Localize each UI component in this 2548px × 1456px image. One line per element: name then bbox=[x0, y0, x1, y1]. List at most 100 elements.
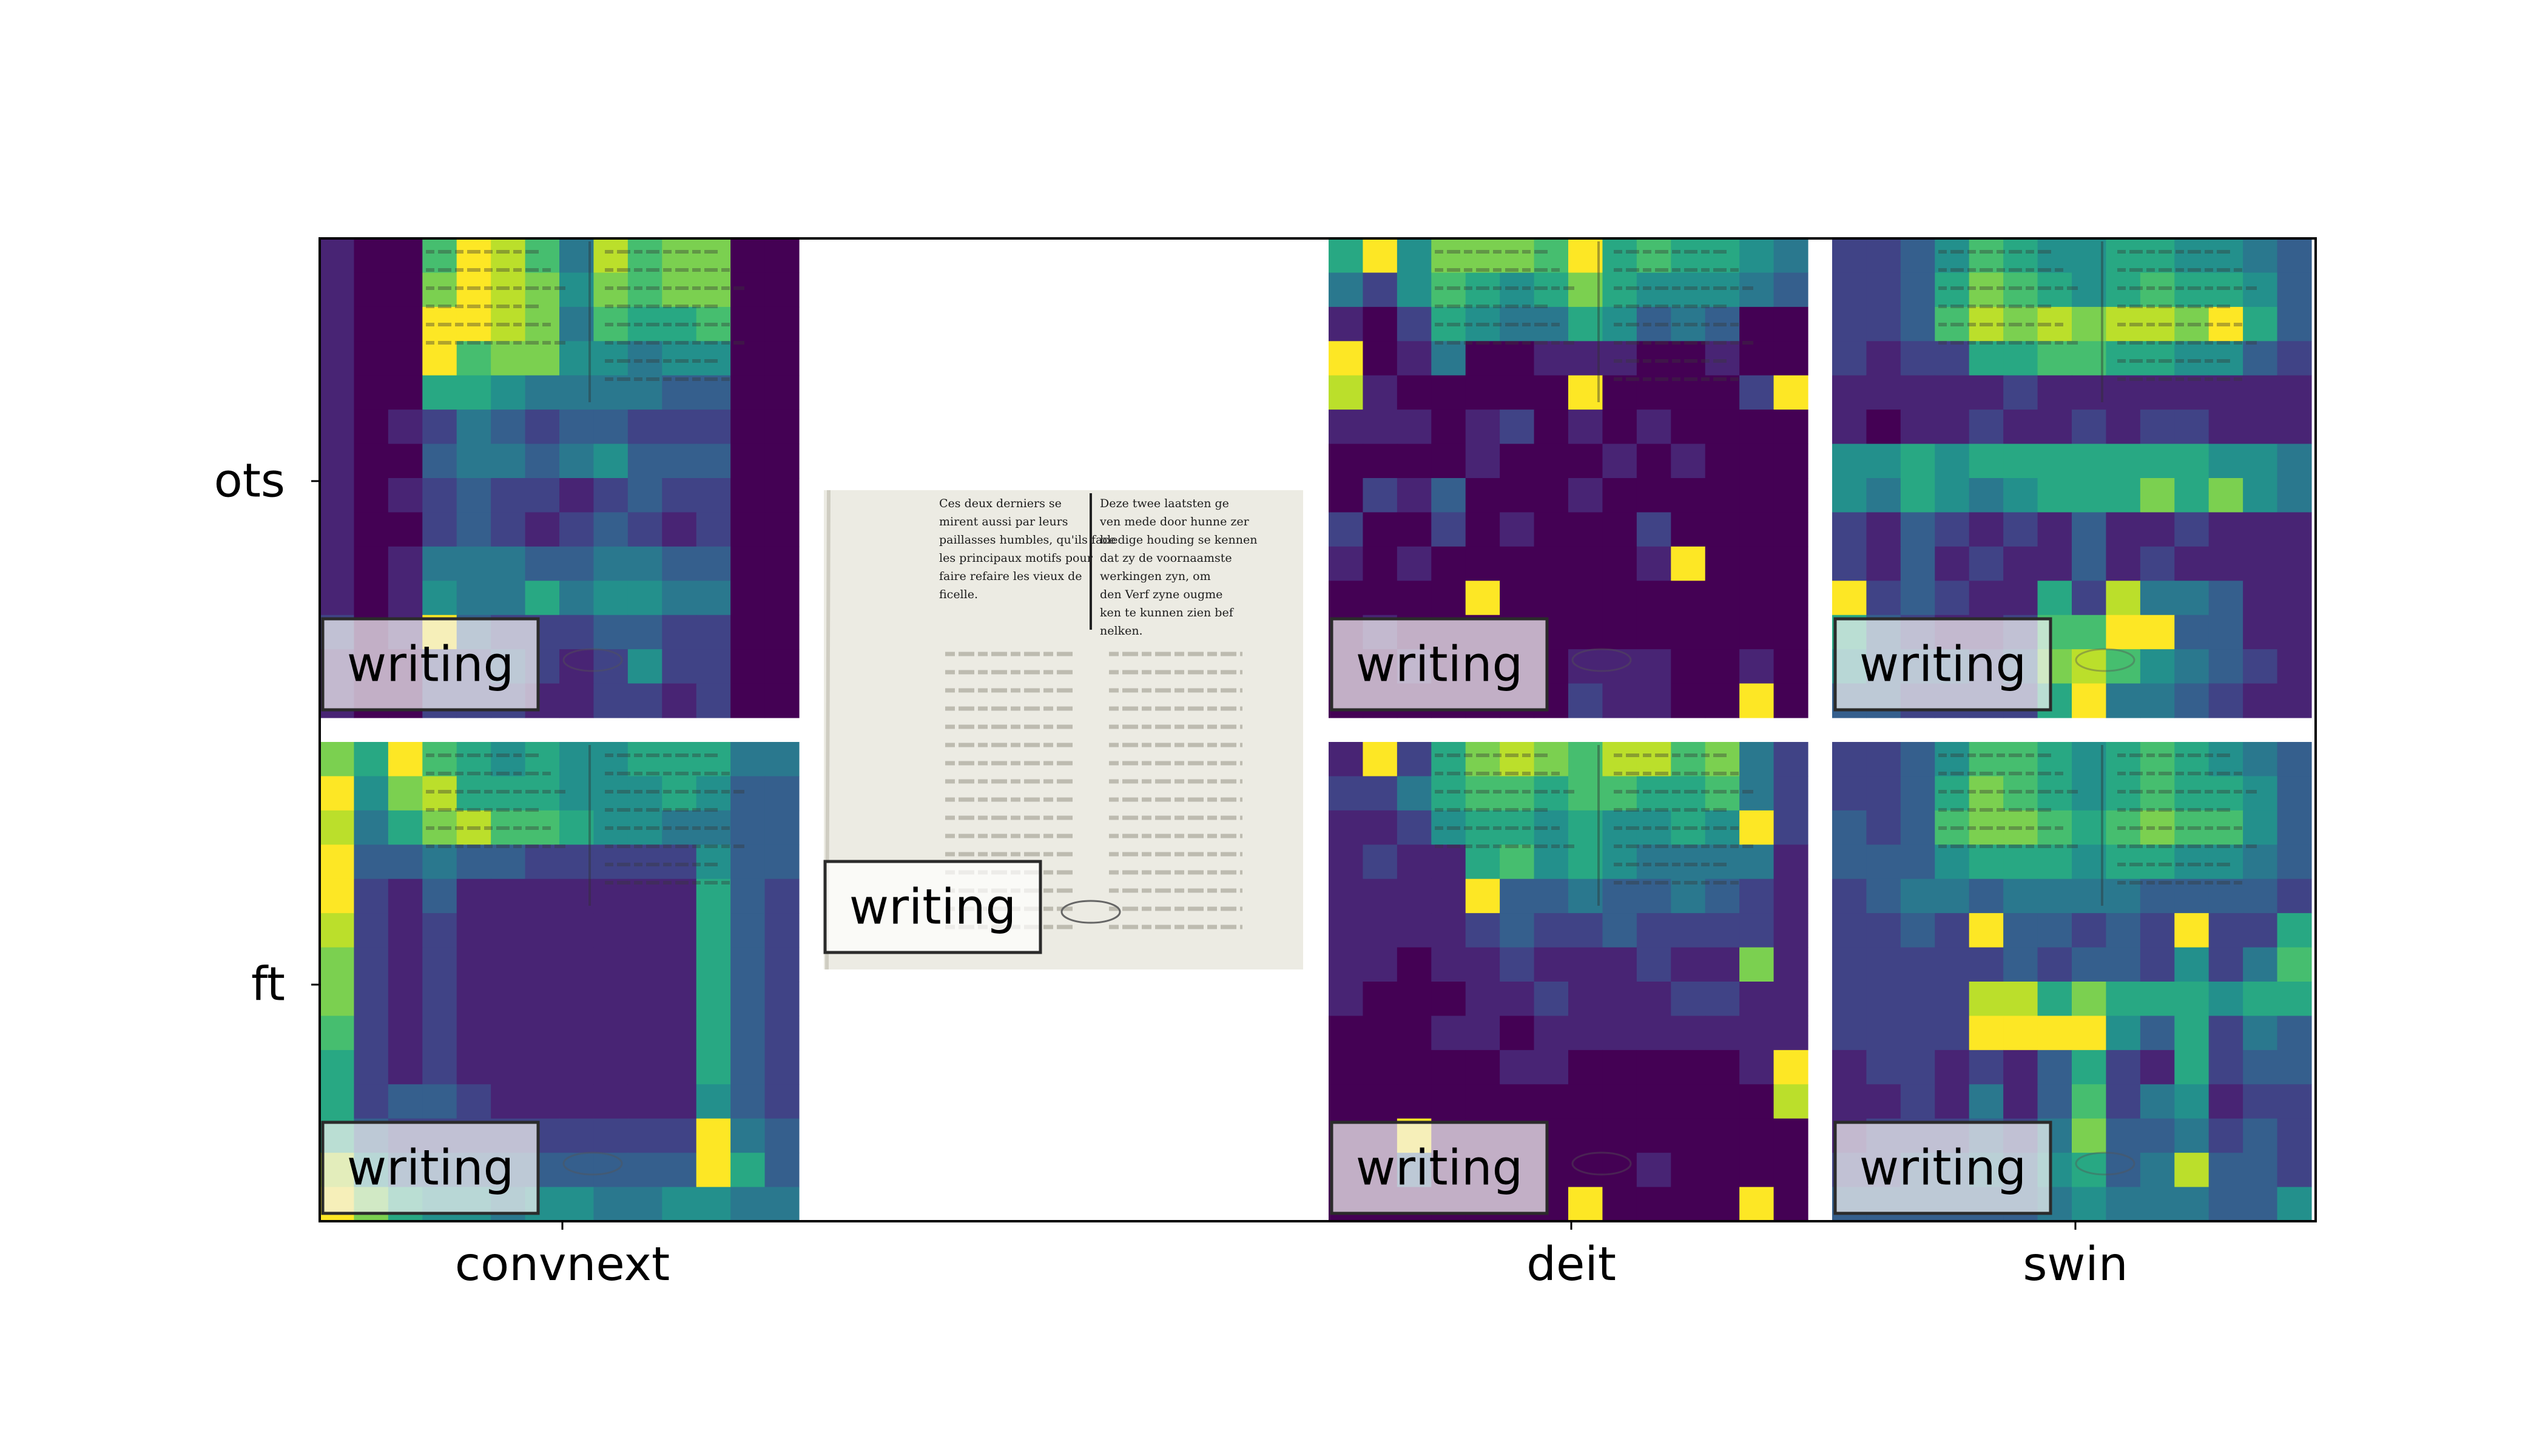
heatmap-cell bbox=[764, 1153, 800, 1188]
heatmap-cell bbox=[1602, 410, 1637, 445]
heatmap-cell bbox=[2277, 341, 2312, 376]
heatmap-cell bbox=[1602, 306, 1637, 342]
heatmap-cell bbox=[2140, 1187, 2175, 1221]
heatmap-cell bbox=[1739, 615, 1774, 650]
heatmap-cell bbox=[662, 581, 697, 616]
heatmap-cell bbox=[1363, 1084, 1398, 1119]
heatmap-cell bbox=[1363, 810, 1398, 845]
heatmap-cell bbox=[1969, 982, 2004, 1017]
heatmap-cell bbox=[559, 1187, 595, 1221]
heatmap-cell bbox=[2072, 810, 2107, 845]
heatmap-cell bbox=[1705, 375, 1740, 410]
heatmap-cell bbox=[1705, 913, 1740, 948]
heatmap-cell bbox=[2140, 776, 2175, 811]
document-overlay bbox=[426, 745, 744, 1176]
heatmap-cell bbox=[627, 1050, 662, 1085]
heatmap-cell bbox=[1900, 844, 1935, 880]
heatmap-cell bbox=[2003, 238, 2038, 274]
heatmap-cell bbox=[1534, 776, 1569, 811]
heatmap-cell bbox=[1568, 844, 1603, 880]
writing-label-badge: writing bbox=[1330, 1121, 1549, 1215]
heatmap-cell bbox=[696, 512, 731, 547]
label-box bbox=[1833, 1121, 2052, 1215]
heatmap-cell bbox=[627, 982, 662, 1017]
heatmap-cell bbox=[1935, 375, 1970, 410]
heatmap-cell bbox=[2037, 844, 2072, 880]
heatmap-cell bbox=[662, 375, 697, 410]
heatmap-cell bbox=[1671, 982, 1706, 1017]
heatmap-cell bbox=[1900, 947, 1935, 982]
heatmap-cell bbox=[1363, 1050, 1398, 1085]
heatmap-cell bbox=[1602, 375, 1637, 410]
heatmap-cell bbox=[730, 341, 766, 376]
heatmap-cell bbox=[422, 306, 457, 342]
heatmap-cell bbox=[388, 878, 423, 914]
heatmap-cell bbox=[1602, 1118, 1637, 1153]
heatmap-cell bbox=[1832, 742, 1867, 777]
heatmap-cell bbox=[491, 878, 526, 914]
heatmap-cell bbox=[1671, 776, 1706, 811]
heatmap-cell bbox=[456, 478, 491, 513]
heatmap-cell bbox=[662, 1084, 697, 1119]
heatmap-cell bbox=[2277, 947, 2312, 982]
heatmap-cell bbox=[1935, 546, 1970, 581]
heatmap-cell bbox=[559, 1050, 595, 1085]
heatmap-cell bbox=[525, 410, 560, 445]
heatmap-cell bbox=[2208, 615, 2243, 650]
x-tick-label-deit: deit bbox=[1526, 1238, 1616, 1292]
heatmap-cell bbox=[1969, 878, 2004, 914]
heatmap-cell bbox=[1773, 878, 1808, 914]
heatmap-cell bbox=[422, 1084, 457, 1119]
heatmap-cell bbox=[1465, 546, 1500, 581]
heatmap-cell bbox=[2106, 1016, 2141, 1051]
heatmap-cell bbox=[2106, 272, 2141, 308]
heatmap-cell bbox=[2037, 982, 2072, 1017]
heatmap-cell bbox=[1935, 272, 1970, 308]
heatmap-cell bbox=[1500, 272, 1535, 308]
document-text-line: ficelle. bbox=[939, 588, 978, 601]
heatmap-cell bbox=[2140, 1153, 2175, 1188]
heatmap-cell bbox=[1602, 649, 1637, 684]
heatmap-cell bbox=[1935, 742, 1970, 777]
heatmap-cell bbox=[730, 615, 766, 650]
heatmap-cell bbox=[662, 1016, 697, 1051]
heatmap-cell bbox=[2208, 512, 2243, 547]
heatmap-cell bbox=[559, 742, 595, 777]
heatmap-cell bbox=[730, 913, 766, 948]
heatmap-cell bbox=[627, 375, 662, 410]
heatmap-cell bbox=[627, 878, 662, 914]
heatmap-cell bbox=[2208, 742, 2243, 777]
heatmap-cell bbox=[2072, 375, 2107, 410]
heatmap-cell bbox=[1534, 1016, 1569, 1051]
heatmap-cell bbox=[1900, 581, 1935, 616]
heatmap-cell bbox=[2174, 683, 2209, 718]
heatmap-cell bbox=[1636, 615, 1671, 650]
heatmap-cell bbox=[1636, 844, 1671, 880]
heatmap-cell bbox=[559, 1118, 595, 1153]
heatmap-cell bbox=[1568, 341, 1603, 376]
heatmap-cell bbox=[1671, 615, 1706, 650]
heatmap-cell bbox=[1363, 410, 1398, 445]
heatmap-cell bbox=[2243, 478, 2278, 513]
heatmap-cell bbox=[1739, 341, 1774, 376]
heatmap-cell bbox=[491, 546, 526, 581]
heatmap-cell bbox=[1671, 341, 1706, 376]
heatmap-cell bbox=[1832, 581, 1867, 616]
heatmap-cell bbox=[1935, 913, 1970, 948]
heatmap-cell bbox=[1832, 238, 1867, 274]
heatmap-cell bbox=[1969, 410, 2004, 445]
heatmap-cell bbox=[1705, 272, 1740, 308]
heatmap-cell bbox=[1832, 410, 1867, 445]
heatmap-cell bbox=[1739, 1187, 1774, 1221]
heatmap-cell bbox=[2037, 272, 2072, 308]
heatmap-cell bbox=[2106, 878, 2141, 914]
heatmap-cell bbox=[1431, 1050, 1466, 1085]
heatmap-cell bbox=[388, 341, 423, 376]
heatmap-cell bbox=[1739, 810, 1774, 845]
heatmap-cell bbox=[2208, 947, 2243, 982]
heatmap-cell bbox=[1866, 844, 1901, 880]
heatmap-cell bbox=[627, 913, 662, 948]
heatmap-cell bbox=[764, 546, 800, 581]
heatmap-cell bbox=[1465, 878, 1500, 914]
heatmap-cell bbox=[696, 478, 731, 513]
